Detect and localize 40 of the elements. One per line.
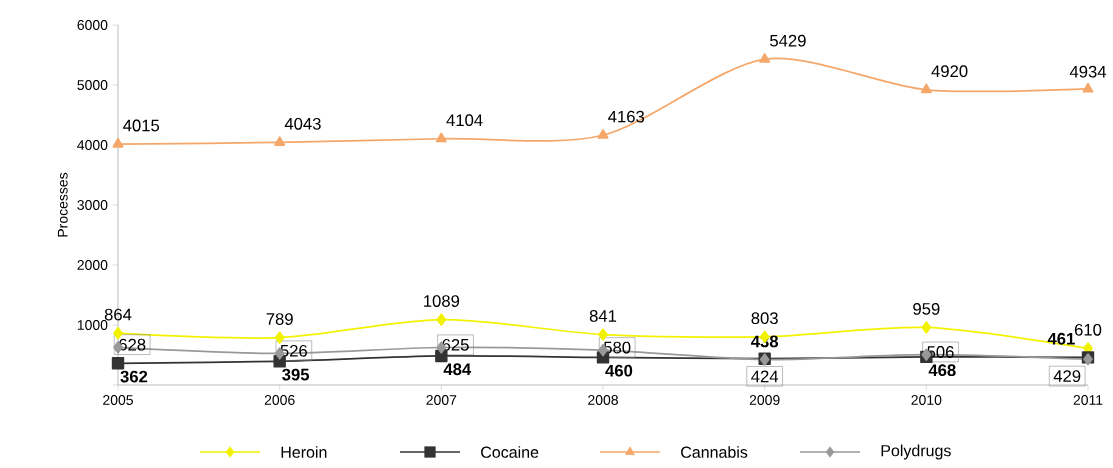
data-label: 4015 [123,119,160,132]
data-label: 468 [928,364,956,377]
y-tick-label: 1000 [77,320,108,330]
legend-label: Cannabis [681,446,748,458]
data-label: 610 [1074,323,1102,336]
x-tick-label: 2008 [588,395,618,405]
data-label: 4104 [446,114,483,127]
data-label: 803 [751,312,778,325]
data-label: 395 [282,368,310,381]
data-label: 362 [120,370,148,383]
y-tick-label: 4000 [77,140,108,150]
legend-label: Heroin [281,446,327,458]
x-tick-label: 2011 [1073,395,1103,405]
y-tick-label: 5000 [77,80,108,90]
data-label: 460 [605,364,633,377]
x-tick-label: 2007 [426,395,457,405]
data-label: 864 [104,308,132,321]
y-axis-title: Processes [57,172,68,237]
data-label: 789 [266,313,293,325]
data-label: 4934 [1069,65,1107,78]
x-tick-label: 2006 [264,395,295,405]
data-label: 959 [913,302,940,315]
legend-label: Polydrugs [881,444,951,460]
data-label: 4920 [931,65,968,78]
y-tick-label: 6000 [77,20,108,30]
x-tick-label: 2009 [749,395,780,405]
data-label: 461 [1047,332,1075,345]
data-label: 841 [589,310,617,322]
data-label: 424 [751,370,779,383]
data-label: 4043 [284,117,321,130]
data-label: 484 [443,363,472,376]
data-label: 1089 [424,295,460,307]
legend-label: Cocaine [481,446,539,458]
data-label: 429 [1053,370,1081,382]
data-label: 5429 [770,34,806,47]
x-tick-label: 2005 [103,395,133,405]
data-label: 4163 [608,110,645,123]
y-tick-label: 2000 [77,260,108,270]
x-tick-label: 2010 [911,395,942,405]
y-tick-label: 3000 [77,200,108,210]
